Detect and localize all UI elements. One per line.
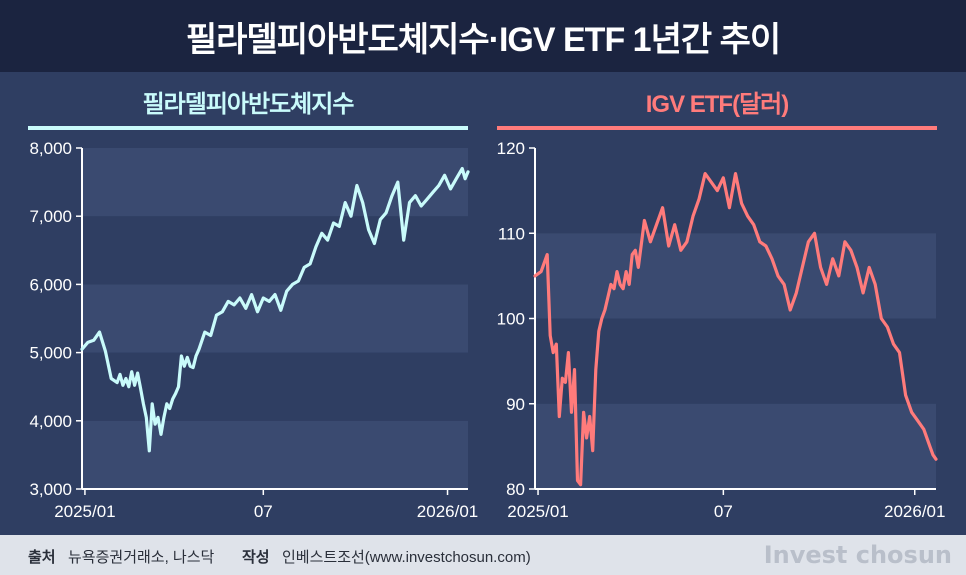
title-bar: 필라델피아반도체지수·IGV ETF 1년간 추이 bbox=[0, 0, 966, 72]
sox-grid-band bbox=[82, 352, 468, 421]
sox-y-tick-label: 6,000 bbox=[29, 275, 72, 294]
igv-y-tick-label: 80 bbox=[506, 480, 525, 499]
igv-title-underline bbox=[497, 126, 937, 130]
sox-y-tick-label: 8,000 bbox=[29, 139, 72, 158]
sox-y-tick-label: 4,000 bbox=[29, 412, 72, 431]
sox-x-tick-label: 07 bbox=[254, 502, 273, 521]
igv-y-tick-label: 100 bbox=[497, 310, 525, 329]
source-value: 뉴욕증권거래소, 나스닥 bbox=[68, 549, 215, 566]
author-value: 인베스트조선(www.investchosun.com) bbox=[282, 549, 531, 566]
sox-y-tick-label: 3,000 bbox=[29, 480, 72, 499]
igv-y-tick-label: 90 bbox=[506, 395, 525, 414]
sox-y-tick-label: 7,000 bbox=[29, 207, 72, 226]
main-title: 필라델피아반도체지수·IGV ETF 1년간 추이 bbox=[185, 20, 781, 59]
igv-x-tick-label: 2025/01 bbox=[507, 502, 568, 521]
sox-y-tick-label: 5,000 bbox=[29, 344, 72, 363]
igv-x-tick-label: 2026/01 bbox=[884, 502, 945, 521]
igv-y-tick-label: 110 bbox=[498, 224, 525, 243]
sox-grid-band bbox=[82, 420, 468, 489]
igv-x-tick-label: 07 bbox=[714, 502, 733, 521]
brand-logo: Invest chosun bbox=[763, 541, 952, 569]
igv-grid-band bbox=[535, 318, 936, 404]
igv-grid-band bbox=[535, 403, 936, 489]
igv-panel-title: IGV ETF(달러) bbox=[645, 91, 789, 118]
author-label: 작성 bbox=[242, 549, 270, 566]
igv-grid-band bbox=[535, 148, 936, 234]
igv-y-tick-label: 120 bbox=[497, 139, 525, 158]
sox-title-underline bbox=[28, 126, 468, 130]
sox-panel-title: 필라델피아반도체지수 bbox=[142, 91, 355, 118]
sox-x-tick-label: 2025/01 bbox=[54, 502, 115, 521]
igv-grid-band bbox=[535, 233, 936, 319]
footer: 출처 뉴욕증권거래소, 나스닥 작성 인베스트조선(www.investchos… bbox=[0, 535, 966, 575]
sox-x-tick-label: 2026/01 bbox=[417, 502, 478, 521]
igv-series-line bbox=[533, 172, 938, 487]
sox-grid-band bbox=[82, 148, 468, 217]
sox-series-line bbox=[80, 166, 470, 453]
source-label: 출처 bbox=[28, 549, 56, 566]
sox-grid-band bbox=[82, 216, 468, 285]
